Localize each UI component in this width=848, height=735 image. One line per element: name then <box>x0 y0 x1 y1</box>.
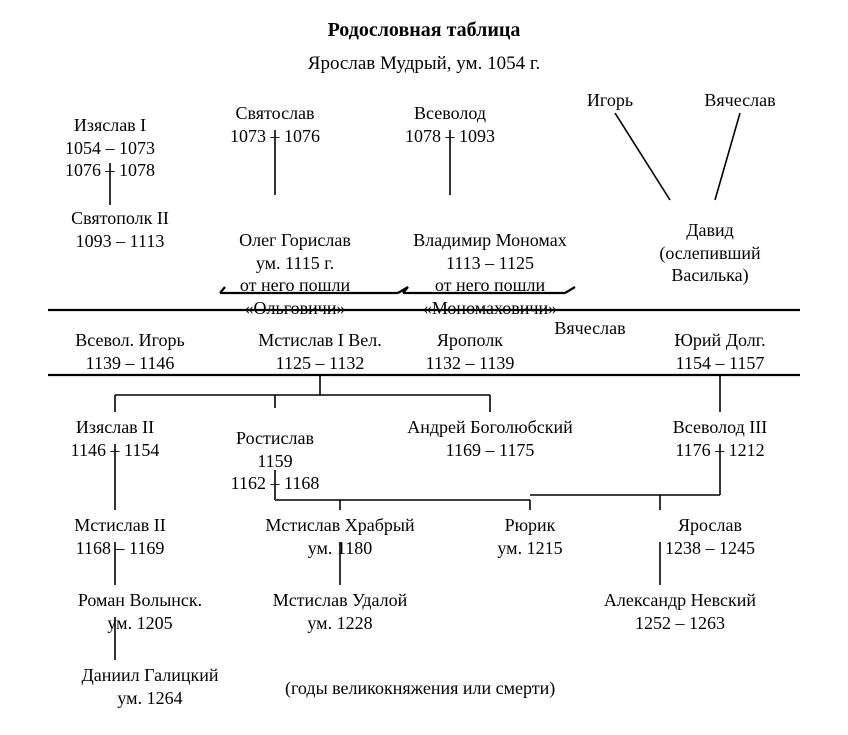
genealogy-canvas: Родословная таблица Ярослав Мудрый, ум. … <box>0 0 848 735</box>
node-yuri: Юрий Долг. 1154 – 1157 <box>570 329 848 374</box>
node-vsevolod3: Всеволод III 1176 – 1212 <box>570 416 848 461</box>
node-mstislav-udaloy: Мстислав Удалой ум. 1228 <box>190 589 490 634</box>
node-david: Давид (ослепивший Василька) <box>560 219 848 287</box>
node-daniil: Даниил Галицкий ум. 1264 <box>0 664 300 709</box>
node-nevsky: Александр Невский 1252 – 1263 <box>530 589 830 634</box>
chart-subtitle: Ярослав Мудрый, ум. 1054 г. <box>0 52 848 76</box>
node-vyacheslav: Вячеслав <box>590 89 848 112</box>
node-yaroslav2: Ярослав 1238 – 1245 <box>560 514 848 559</box>
chart-title: Родословная таблица <box>0 18 848 43</box>
chart-caption: (годы великокняжения или смерти) <box>285 677 555 700</box>
